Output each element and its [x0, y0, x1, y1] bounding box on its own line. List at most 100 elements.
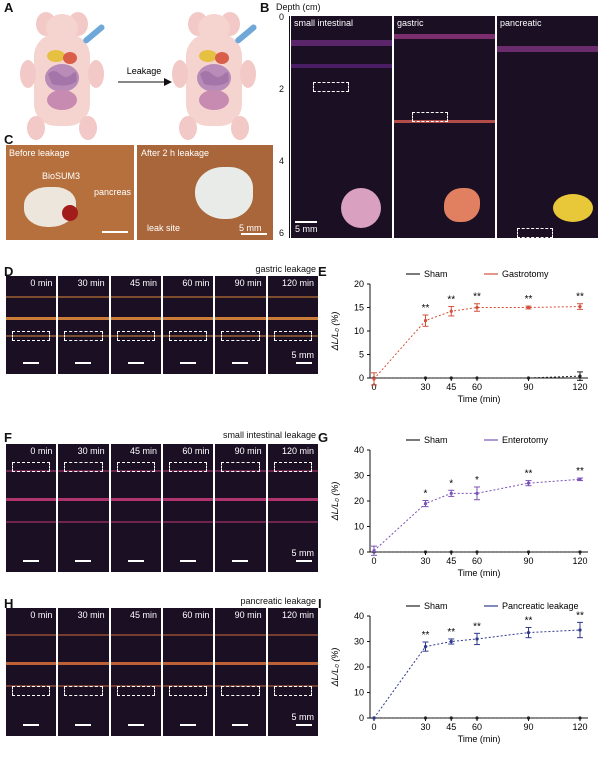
time-label: 90 min: [234, 446, 262, 456]
depth-tick: 4: [279, 156, 285, 166]
scale-bar: [241, 233, 267, 235]
y-tick-label: 0: [359, 373, 364, 383]
roi-box: [221, 462, 260, 472]
scale-bar: [180, 724, 197, 726]
data-point: [475, 716, 479, 720]
data-point: [372, 377, 376, 381]
x-tick-label: 120: [572, 722, 587, 732]
data-point: [526, 376, 531, 380]
scale-bar: [102, 231, 128, 233]
roi-box: [12, 686, 51, 696]
roi-box: [116, 462, 155, 472]
x-axis-label: Time (min): [458, 734, 501, 744]
data-point: [475, 376, 479, 380]
time-label: 60 min: [182, 278, 210, 288]
time-label: 90 min: [234, 610, 262, 620]
legend-label: Sham: [424, 269, 448, 279]
roi-box: [221, 331, 260, 341]
row-title: pancreatic leakage: [240, 596, 316, 606]
scale-bar-label: 5 mm: [291, 548, 314, 558]
x-tick-label: 45: [446, 382, 456, 392]
time-label: 90 min: [234, 278, 262, 288]
roi-box: [169, 686, 208, 696]
y-tick-label: 0: [359, 713, 364, 723]
x-tick-label: 60: [472, 382, 482, 392]
legend-label: Enterotomy: [502, 435, 549, 445]
data-point: [475, 550, 479, 554]
roi-box: [12, 462, 51, 472]
biosum3-label: BioSUM3: [42, 171, 81, 181]
y-tick-label: 10: [354, 688, 364, 698]
y-tick-label: 30: [354, 471, 364, 481]
x-tick-label: 120: [572, 556, 587, 566]
image-label: pancreatic: [500, 18, 542, 28]
x-tick-label: 90: [523, 722, 533, 732]
y-tick-label: 40: [354, 611, 364, 621]
us-frame: 120 min 5 mm: [267, 608, 318, 736]
y-tick-label: 40: [354, 445, 364, 455]
roi-box: [64, 331, 103, 341]
before-leakage-title: Before leakage: [9, 148, 70, 158]
image-label: small intestinal: [294, 18, 354, 28]
data-point: [475, 637, 479, 641]
x-tick-label: 30: [420, 722, 430, 732]
significance-mark: **: [473, 292, 481, 303]
x-tick-label: 60: [472, 556, 482, 566]
series-line: [373, 478, 581, 552]
us-image-gastric: gastric: [394, 16, 495, 238]
roi-box: [273, 686, 312, 696]
x-tick-label: 90: [523, 556, 533, 566]
scale-bar: [127, 724, 144, 726]
depth-axis: [289, 16, 290, 238]
data-point: [578, 628, 582, 632]
data-point: [449, 550, 453, 554]
us-image-small-intestinal: small intestinal 5 mm: [291, 16, 392, 238]
pancreas-label: pancreas: [94, 187, 132, 197]
legend-label: Gastrotomy: [502, 269, 549, 279]
y-tick-label: 20: [354, 279, 364, 289]
x-tick-label: 90: [523, 382, 533, 392]
significance-mark: **: [447, 295, 455, 306]
time-label: 120 min: [281, 446, 314, 456]
time-label: 0 min: [30, 446, 53, 456]
panel-label-f: F: [4, 430, 12, 445]
chart-e: 0 5 10 15 20 0 30 45 60 90 120 Time (min) ΔL/L₀ (%) S…: [330, 269, 588, 404]
legend-label: Sham: [424, 435, 448, 445]
y-tick-label: 30: [354, 637, 364, 647]
panel-label-e: E: [318, 264, 327, 279]
scale-bar: [23, 362, 40, 364]
y-axis-label: ΔL/L₀ (%): [330, 482, 340, 522]
scale-bar-label: 5 mm: [295, 224, 318, 234]
significance-mark: **: [422, 303, 430, 314]
scale-bar: [180, 362, 197, 364]
panel-label-h: H: [4, 596, 14, 611]
y-tick-label: 10: [354, 326, 364, 336]
scale-bar: [295, 362, 312, 364]
series-line: [373, 306, 581, 380]
photo-before-leakage: Before leakage BioSUM3 pancreas: [6, 145, 134, 240]
roi-box: [116, 331, 155, 341]
time-label: 45 min: [129, 278, 157, 288]
significance-mark: **: [422, 630, 430, 641]
roi-box: [221, 686, 260, 696]
us-frame: 30 min: [58, 608, 109, 736]
x-tick-label: 45: [446, 556, 456, 566]
data-point: [526, 550, 531, 554]
time-label: 0 min: [30, 278, 53, 288]
data-point: [578, 716, 582, 720]
significance-mark: **: [525, 615, 533, 626]
x-axis-label: Time (min): [458, 394, 501, 404]
us-frame: 90 min: [215, 608, 266, 736]
significance-mark: *: [424, 488, 428, 499]
us-frame: 120 min 5 mm: [267, 276, 318, 374]
chart-i: 0 10 20 30 40 0 30 45 60 90 120 Time (min) ΔL/L₀ (%)…: [330, 601, 588, 744]
data-point: [423, 376, 428, 380]
scale-bar: [23, 560, 40, 562]
scale-bar: [75, 560, 92, 562]
data-point: [423, 501, 428, 506]
scale-bar: [75, 724, 92, 726]
us-frame: 30 min: [58, 276, 109, 374]
us-frame: 60 min: [163, 276, 214, 374]
scale-bar: [127, 560, 144, 562]
x-tick-label: 30: [420, 382, 430, 392]
